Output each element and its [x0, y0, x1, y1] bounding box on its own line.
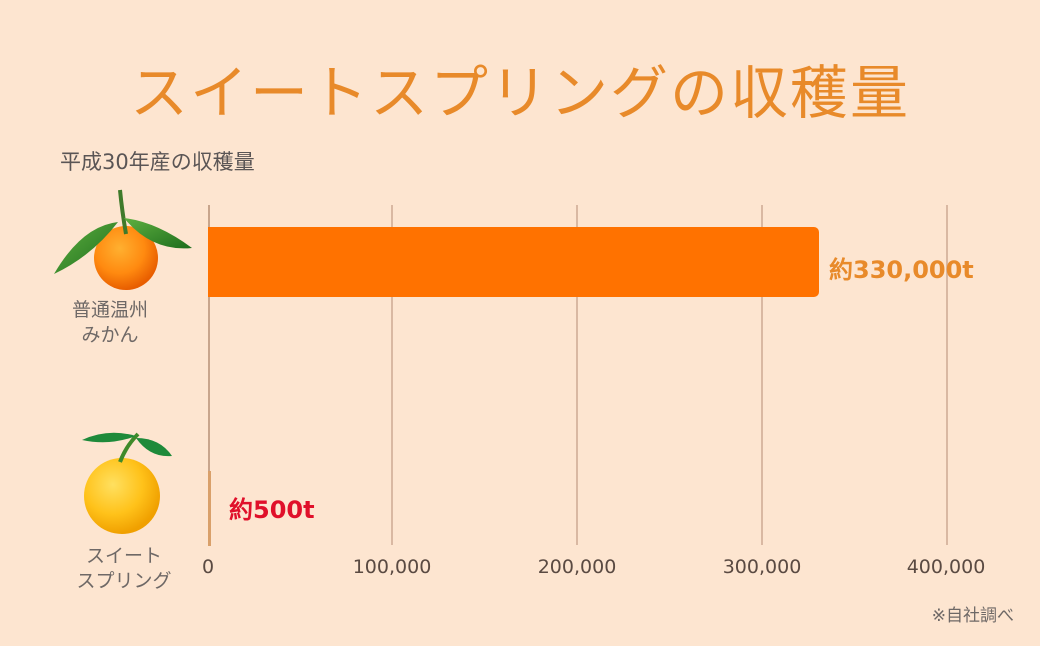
- chart-title: スイートスプリングの収穫量: [129, 59, 910, 127]
- category-label-mikan-line1: 普通温州: [71, 299, 148, 321]
- yellow-citrus-icon: [82, 432, 172, 534]
- x-tick-200000: 200,000: [537, 556, 617, 578]
- category-label-sweet-spring-line1: スイート: [85, 545, 162, 567]
- gridline-400000: [946, 205, 948, 545]
- category-label-mikan-line2: みかん: [81, 324, 139, 346]
- mandarin-orange-icon: [54, 189, 192, 290]
- gridline-100000: [391, 205, 393, 545]
- y-axis-line: [208, 205, 210, 545]
- source-note: ※自社調べ: [931, 606, 1014, 626]
- category-label-sweet-spring-line2: スプリング: [76, 570, 172, 592]
- category-label-mikan: 普通温州 みかん: [50, 298, 170, 348]
- gridline-200000: [576, 205, 578, 545]
- x-tick-100000: 100,000: [352, 556, 432, 578]
- category-label-sweet-spring: スイート スプリング: [64, 544, 184, 594]
- x-tick-0: 0: [201, 556, 215, 578]
- bar-sweet-spring: [208, 471, 211, 546]
- bar-mikan: [208, 227, 819, 297]
- x-tick-400000: 400,000: [906, 556, 986, 578]
- chart-subtitle: 平成30年産の収穫量: [60, 150, 255, 174]
- x-tick-300000: 300,000: [722, 556, 802, 578]
- plot-area: [208, 205, 948, 546]
- value-label-sweet-spring: 約500t: [229, 496, 315, 524]
- value-label-mikan: 約330,000t: [829, 256, 974, 284]
- gridline-300000: [761, 205, 763, 545]
